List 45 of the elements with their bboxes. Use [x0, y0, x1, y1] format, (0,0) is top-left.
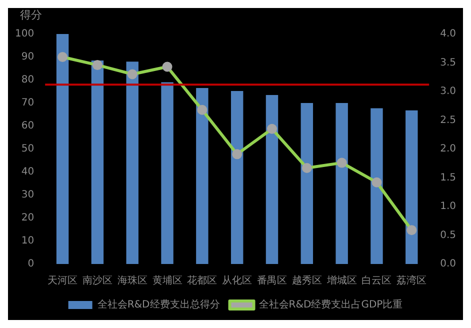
bar	[161, 82, 174, 264]
y2-tick-label: 0.5	[440, 230, 456, 241]
x-tick-label: 增城区	[326, 274, 357, 287]
y-tick-label: 100	[14, 28, 34, 40]
x-tick-label: 越秀区	[292, 274, 322, 287]
legend-label: 全社会R&D经费支出总得分	[97, 298, 220, 311]
bar	[126, 62, 138, 264]
x-tick-label: 荔湾区	[396, 274, 427, 287]
bar	[56, 34, 69, 264]
y-tick-label: 60	[21, 120, 34, 132]
y-axis-title: 得分	[20, 8, 42, 22]
y-tick-label: 90	[21, 52, 34, 63]
y-tick-label: 10	[21, 236, 34, 247]
bar	[370, 108, 383, 264]
y2-tick-label: 1.0	[440, 201, 456, 212]
x-tick-label: 白云区	[362, 274, 392, 287]
y2-tick-label: 3.0	[440, 86, 456, 98]
y2-tick-label: 2.5	[440, 114, 456, 126]
y-tick-label: 70	[21, 98, 34, 109]
bar	[196, 88, 208, 264]
bar	[336, 103, 348, 264]
x-tick-label: 南沙区	[82, 274, 112, 287]
y-tick-label: 40	[21, 166, 34, 178]
x-tick-label: 花都区	[187, 274, 218, 287]
bar	[230, 91, 244, 264]
y-tick-label: 30	[21, 190, 34, 201]
x-tick-label: 海珠区	[117, 274, 148, 287]
legend-label: 全社会R&D经费支出占GDP比重	[258, 298, 403, 311]
bar	[266, 94, 278, 264]
x-tick-label: 黄埔区	[152, 274, 182, 287]
x-tick-label: 天河区	[48, 274, 78, 287]
y2-tick-label: 4.0	[440, 28, 456, 40]
y2-tick-label: 3.5	[440, 57, 456, 68]
y-tick-label: 50	[21, 144, 34, 155]
y-tick-label: 0	[28, 258, 34, 270]
bar	[91, 60, 104, 264]
y-tick-label: 20	[21, 212, 34, 224]
bar	[406, 110, 418, 264]
x-tick-label: 番禺区	[257, 274, 287, 287]
bar	[300, 103, 314, 264]
y2-tick-label: 0.0	[440, 258, 456, 270]
x-tick-label: 从化区	[222, 274, 252, 287]
y2-tick-label: 2.0	[440, 144, 456, 155]
y-tick-label: 80	[21, 74, 34, 86]
y2-tick-label: 1.5	[440, 172, 456, 184]
